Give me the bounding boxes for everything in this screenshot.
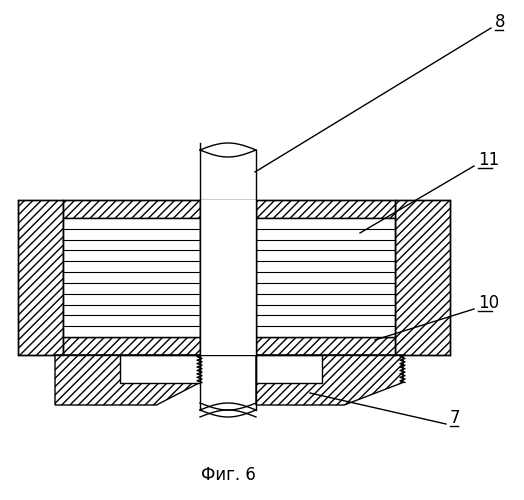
Text: Фиг. 6: Фиг. 6 [201,466,255,484]
Bar [256,337,395,355]
Bar [63,218,200,337]
Bar [256,218,395,337]
Text: 7: 7 [450,409,461,427]
Bar [200,200,256,355]
Bar [120,355,200,382]
Bar [395,200,450,355]
Text: 10: 10 [478,294,499,312]
Text: 8: 8 [495,13,506,31]
Bar [18,200,63,355]
Bar [63,337,200,355]
Bar [63,200,200,218]
Bar [200,200,256,355]
Bar [256,355,322,382]
Polygon shape [256,355,403,405]
Bar [256,200,395,218]
Polygon shape [55,355,200,405]
Text: 11: 11 [478,151,499,169]
